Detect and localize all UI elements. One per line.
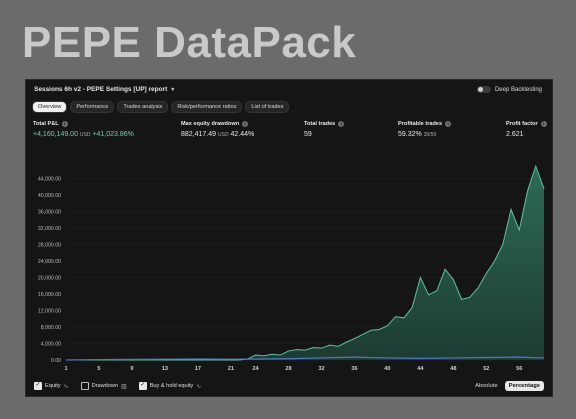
bar-chart-icon: ▥ [121, 383, 127, 390]
line-chart-icon: ∿ [196, 383, 202, 390]
stat-percent: +41,023.86% [92, 131, 134, 138]
stat-unit: USD [79, 132, 91, 138]
deep-backtesting-toggle[interactable] [476, 86, 491, 93]
y-tick-label: 20,000.00 [38, 276, 61, 282]
buyhold-line [65, 356, 545, 361]
x-tick-label: 36 [351, 366, 357, 372]
x-tick-label: 1 [64, 366, 67, 372]
y-tick-label: 44,000.00 [38, 177, 61, 183]
page-banner-title: PEPE DataPack [22, 18, 357, 67]
stat-value: 59 [304, 131, 312, 138]
x-tick-label: 17 [195, 366, 201, 372]
y-tick-label: 4,000.00 [41, 342, 61, 348]
drawdown-checkbox[interactable] [80, 382, 89, 390]
equity-chart[interactable]: 0.00 4,000.00 8,000.00 12,000.00 16,000.00 20… [26, 158, 552, 374]
info-icon[interactable]: i [242, 121, 249, 127]
tab-list-of-trades[interactable]: List of trades [245, 101, 290, 113]
info-icon[interactable]: i [540, 121, 547, 127]
tab-trades-analysis[interactable]: Trades analysis [117, 101, 169, 113]
info-icon[interactable]: i [445, 121, 452, 127]
x-tick-label: 56 [516, 366, 522, 372]
summary-stats: Total P&L i +4,160,149.00 USD +41,023.86%… [33, 121, 549, 147]
y-tick-label: 0.00 [51, 358, 61, 364]
legend-drawdown-label: Drawdown [91, 383, 119, 389]
x-tick-label: 48 [450, 366, 456, 372]
x-tick-label: 32 [318, 366, 324, 372]
x-tick-label: 9 [130, 366, 133, 372]
stat-percent: 42.44% [230, 131, 255, 138]
y-tick-label: 24,000.00 [38, 259, 61, 265]
stat-max-drawdown: Max equity drawdown i 882,417.49 USD 42.4… [181, 121, 254, 138]
stat-total-trades: Total trades i 59 [304, 121, 345, 138]
stat-profitable-trades: Profitable trades i 59.32% 35/59 [398, 121, 452, 138]
info-icon[interactable]: i [338, 121, 345, 127]
x-tick-label: 13 [162, 366, 168, 372]
y-tick-label: 8,000.00 [41, 325, 61, 331]
stat-label: Total trades [304, 121, 336, 127]
strategy-report-panel: Sessions 6h v2 - PEPE Settings [UP] repo… [25, 79, 553, 397]
y-tick-label: 32,000.00 [38, 226, 61, 232]
report-tabs: Overview Performance Trades analysis Ris… [32, 101, 290, 113]
chart-legend: Equity ∿ Drawdown ▥ Buy & hold equity ∿ [34, 381, 202, 390]
stat-value: 882,417.49 [181, 131, 217, 138]
legend-buyhold-label: Buy & hold equity [149, 383, 194, 389]
x-tick-label: 28 [285, 366, 291, 372]
x-tick-label: 44 [417, 366, 424, 372]
x-tick-label: 24 [252, 366, 259, 372]
report-title[interactable]: Sessions 6h v2 - PEPE Settings [UP] repo… [34, 86, 174, 93]
x-tick-label: 52 [483, 366, 489, 372]
stat-value: +4,160,149.00 [33, 131, 78, 138]
stat-unit: USD [218, 132, 229, 138]
info-icon[interactable]: i [61, 121, 68, 127]
chevron-down-icon[interactable]: ▾ [171, 87, 175, 93]
legend-buyhold[interactable]: Buy & hold equity ∿ [138, 381, 202, 390]
deep-backtesting-label: Deep Backtesting [494, 86, 542, 93]
stat-label: Total P&L [33, 121, 59, 127]
scale-switch: Absolute Percentage [471, 381, 544, 391]
stat-label: Profitable trades [398, 121, 443, 127]
stat-label: Profit factor [506, 121, 538, 127]
legend-equity-label: Equity [45, 383, 61, 389]
equity-area [66, 166, 544, 360]
y-tick-label: 36,000.00 [38, 210, 61, 216]
stat-total-pnl: Total P&L i +4,160,149.00 USD +41,023.86% [33, 121, 134, 138]
equity-checkbox[interactable] [34, 381, 42, 390]
line-chart-icon: ∿ [63, 383, 69, 390]
tab-performance[interactable]: Performance [70, 101, 115, 113]
stat-value: 2.621 [506, 131, 524, 138]
x-tick-label: 21 [228, 366, 234, 372]
y-tick-label: 40,000.00 [38, 193, 61, 199]
deep-backtesting-control[interactable]: Deep Backtesting [476, 86, 542, 93]
stat-value: 59.32% [398, 131, 422, 138]
tab-overview[interactable]: Overview [32, 101, 68, 113]
stat-sub: 35/59 [423, 132, 437, 138]
stat-profit-factor: Profit factor i 2.621 [506, 121, 547, 138]
absolute-button[interactable]: Absolute [475, 383, 498, 389]
y-tick-label: 28,000.00 [38, 243, 61, 249]
tab-risk-performance-ratios[interactable]: Risk/performance ratios [171, 101, 243, 113]
percentage-button[interactable]: Percentage [504, 381, 544, 391]
buyhold-checkbox[interactable] [138, 381, 147, 390]
legend-equity[interactable]: Equity ∿ [34, 381, 69, 390]
y-tick-label: 12,000.00 [38, 309, 61, 315]
stat-label: Max equity drawdown [181, 121, 240, 127]
x-tick-label: 5 [97, 366, 100, 372]
y-tick-label: 16,000.00 [38, 292, 61, 298]
report-title-text: Sessions 6h v2 - PEPE Settings [UP] repo… [34, 86, 168, 93]
legend-drawdown[interactable]: Drawdown ▥ [80, 382, 127, 390]
x-tick-label: 40 [384, 366, 390, 372]
